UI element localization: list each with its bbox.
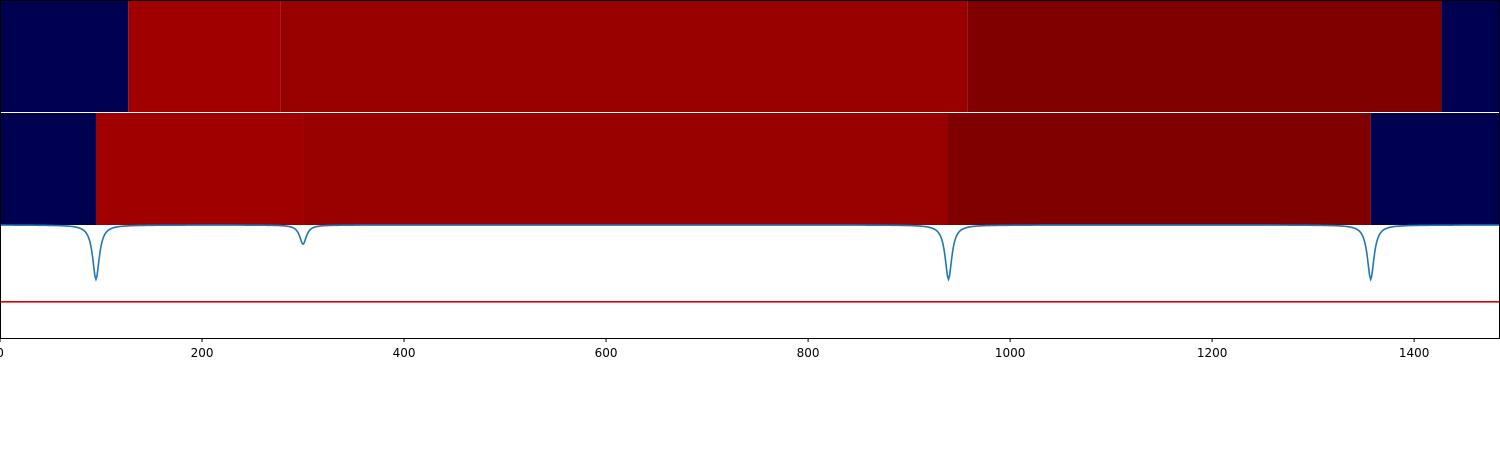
heatmap-cell-r1-s4 <box>967 0 1442 113</box>
x-tick-label: 1000 <box>995 346 1026 360</box>
heatmap-cell-r2-s2 <box>95 112 304 225</box>
heatmap-row-1 <box>0 0 1500 113</box>
heatmap-cell-r2-s3 <box>303 112 948 225</box>
heatmap-cell-r1-s5 <box>1441 0 1500 113</box>
x-tick-label: 0 <box>0 346 4 360</box>
heatmap-cell-r2-s1 <box>0 112 96 225</box>
heatmap-row-2 <box>0 112 1500 225</box>
x-axis: 0 200 400 600 800 1000 1200 1400 <box>0 338 1429 360</box>
x-tick-label: 200 <box>191 346 214 360</box>
heatmap-cell-r1-s2 <box>128 0 281 113</box>
line-plot <box>0 224 1500 303</box>
x-tick-label: 400 <box>393 346 416 360</box>
dip-curve-line <box>0 224 1500 282</box>
heatmap-cell-r1-s1 <box>0 0 129 113</box>
heatmap <box>0 0 1500 225</box>
heatmap-cell-r2-s4 <box>947 112 1371 225</box>
x-tick-label: 800 <box>797 346 820 360</box>
heatmap-cell-r2-s5 <box>1370 112 1500 225</box>
x-tick-label: 600 <box>595 346 618 360</box>
x-tick-label: 1200 <box>1197 346 1228 360</box>
heatmap-cell-r1-s3 <box>280 0 968 113</box>
x-tick-label: 1400 <box>1399 346 1430 360</box>
